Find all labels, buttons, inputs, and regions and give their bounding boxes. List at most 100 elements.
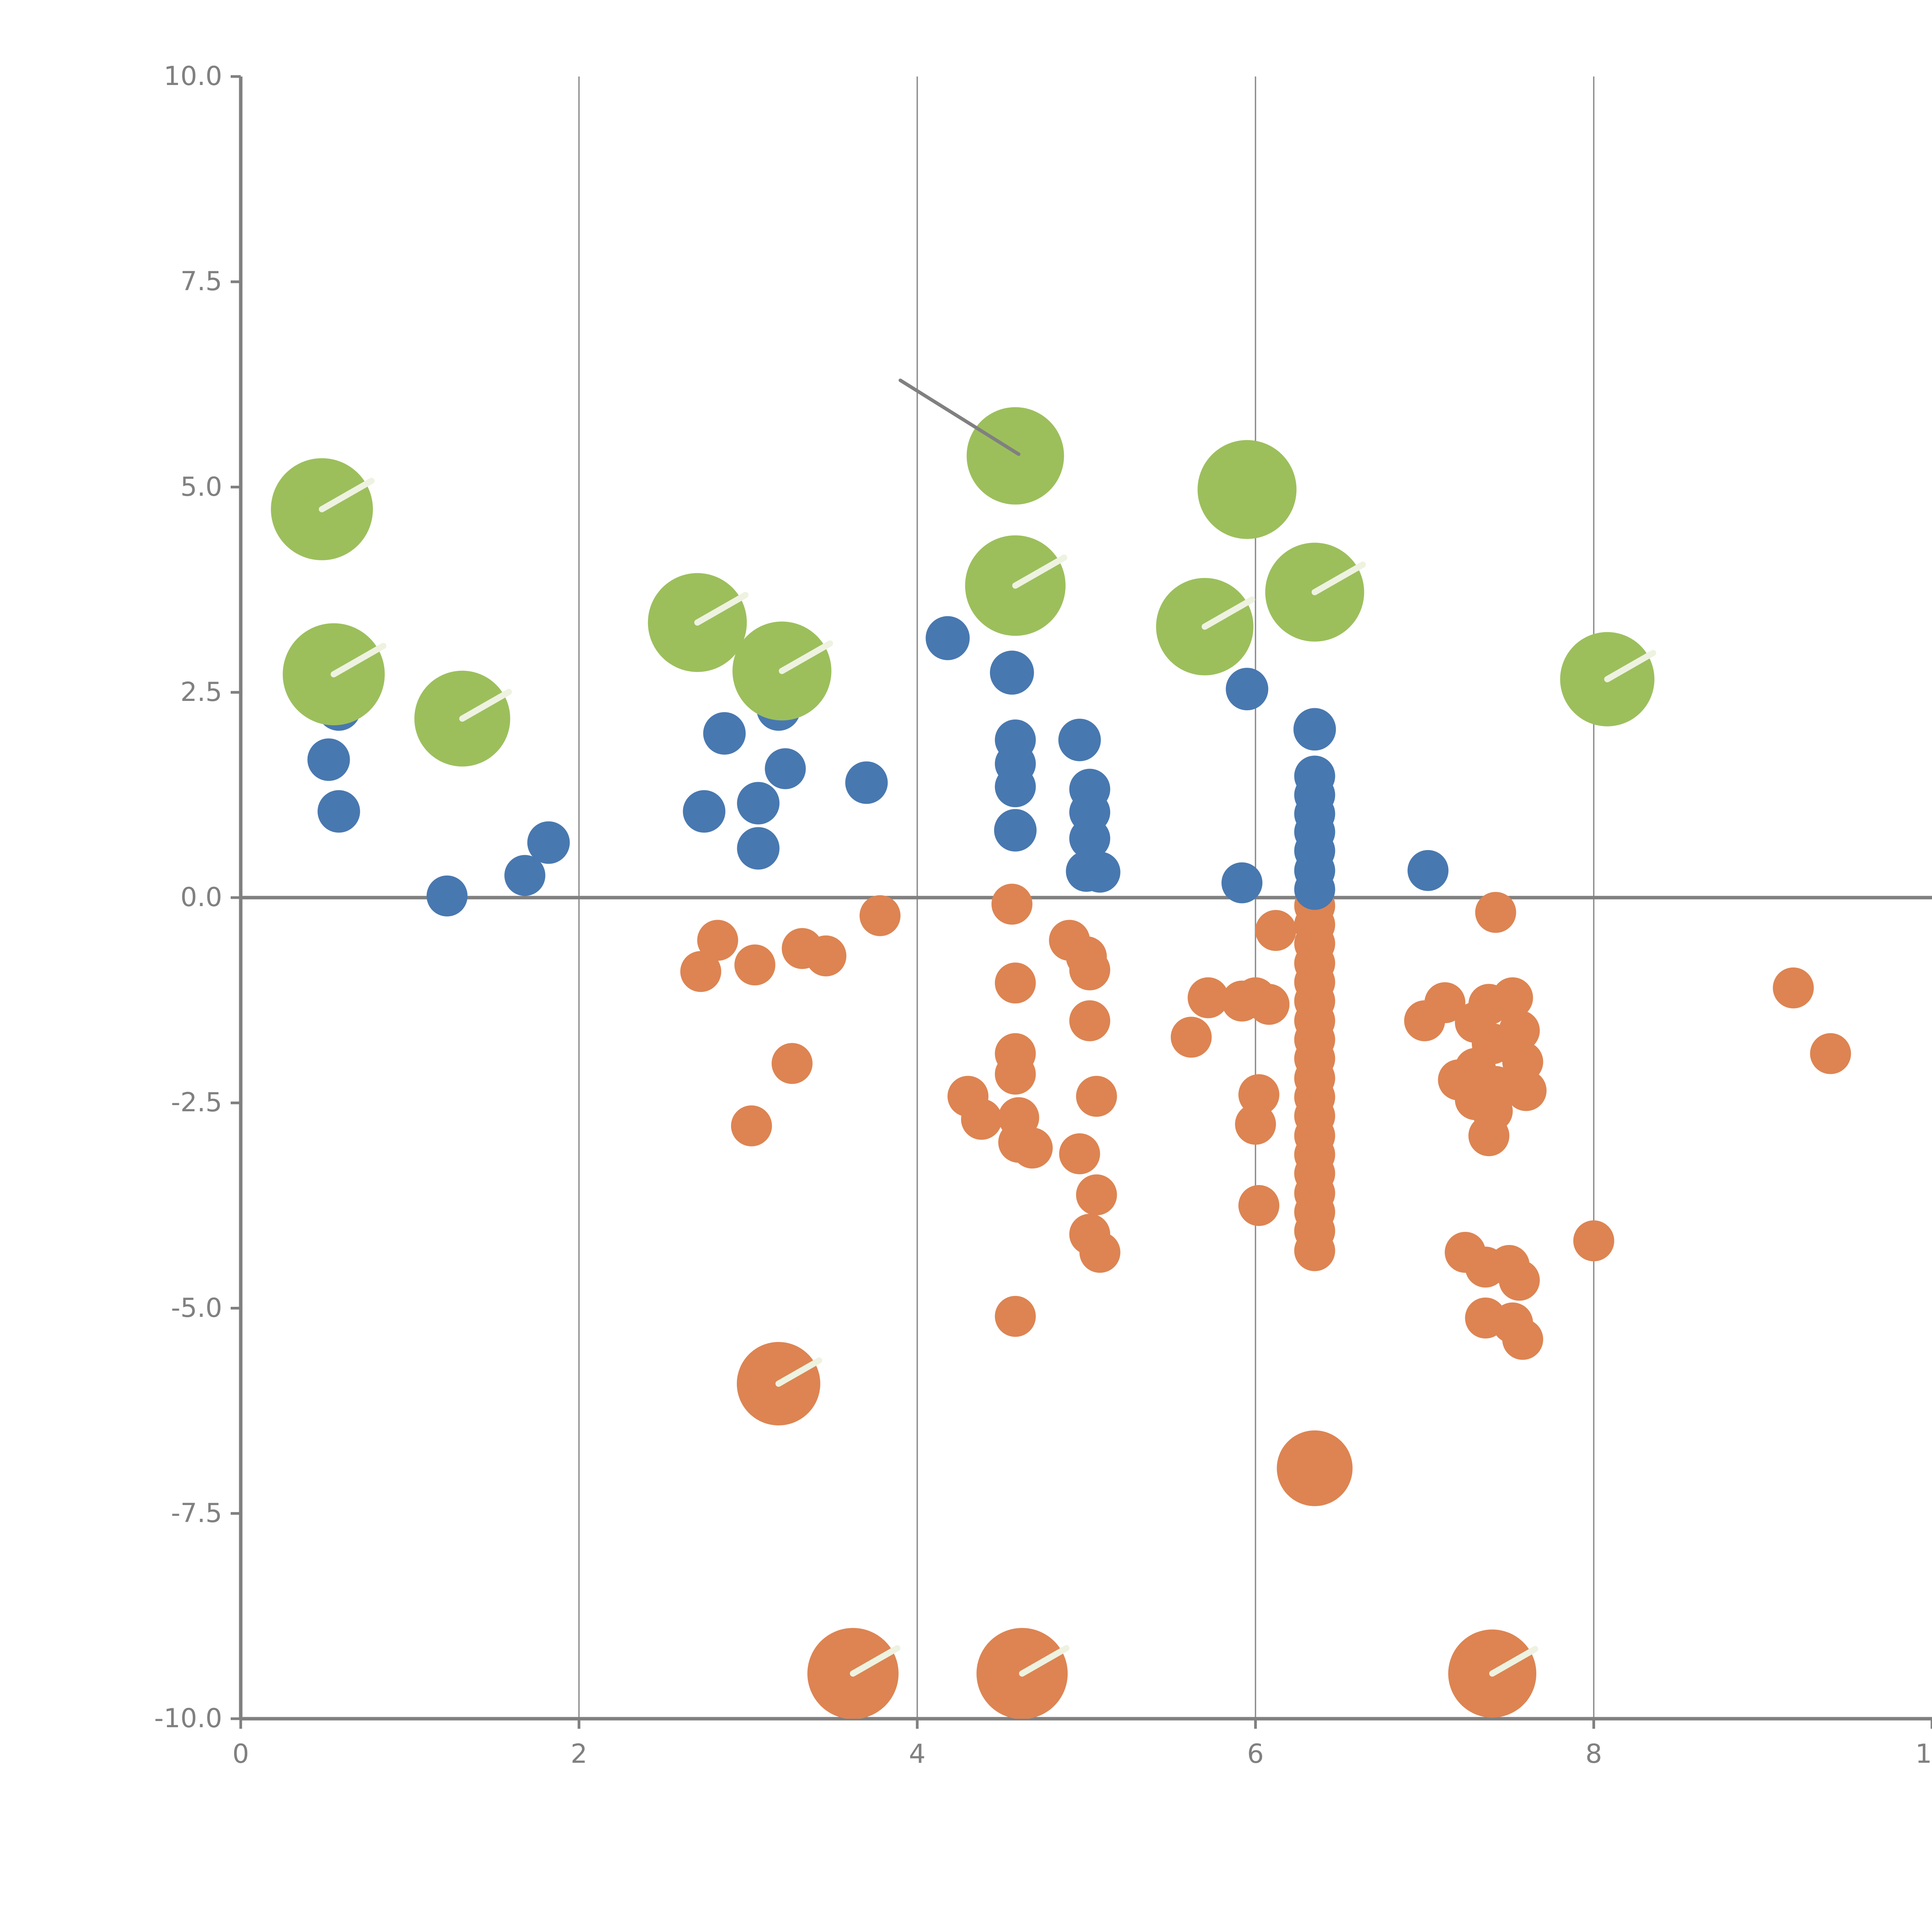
data-point bbox=[805, 935, 847, 976]
data-point bbox=[995, 963, 1036, 1003]
x-tick-label: 8 bbox=[1585, 1739, 1602, 1769]
data-point bbox=[1293, 708, 1336, 751]
data-point bbox=[1475, 892, 1516, 933]
data-point bbox=[1069, 949, 1111, 990]
data-point bbox=[1468, 1115, 1510, 1156]
series-blue bbox=[307, 616, 1449, 917]
data-point bbox=[990, 650, 1034, 695]
data-point bbox=[680, 951, 721, 992]
x-tick-label: 2 bbox=[570, 1739, 588, 1769]
series-green bbox=[271, 407, 1656, 767]
data-point bbox=[683, 790, 726, 833]
data-point bbox=[1058, 719, 1101, 761]
series-orange bbox=[680, 884, 1851, 1719]
data-point bbox=[1226, 668, 1269, 711]
data-point bbox=[1170, 1017, 1212, 1058]
marker-tail-line bbox=[1012, 554, 1068, 589]
y-tick-label: 5.0 bbox=[180, 471, 222, 502]
data-point bbox=[1502, 1319, 1543, 1360]
y-tick-label: 7.5 bbox=[180, 266, 222, 297]
data-point bbox=[1505, 1070, 1547, 1111]
data-point bbox=[1069, 818, 1111, 859]
y-tick-label: 10.0 bbox=[163, 61, 222, 92]
marker-tail-line bbox=[330, 643, 387, 677]
data-point bbox=[1248, 984, 1290, 1025]
data-point bbox=[737, 782, 780, 825]
data-point bbox=[995, 1296, 1036, 1337]
data-point bbox=[1277, 1430, 1353, 1506]
data-point bbox=[966, 407, 1064, 505]
marker-tail-line bbox=[1489, 1646, 1538, 1677]
data-point bbox=[731, 1105, 772, 1146]
marker-tail-line bbox=[459, 689, 512, 722]
data-point bbox=[1573, 1220, 1614, 1262]
data-point bbox=[426, 875, 468, 917]
data-point bbox=[1079, 1232, 1121, 1273]
data-point bbox=[925, 616, 970, 660]
x-tick-label: 4 bbox=[909, 1739, 926, 1769]
data-point bbox=[1424, 982, 1466, 1023]
data-point bbox=[317, 790, 360, 833]
y-tick-label: 0.0 bbox=[180, 882, 222, 913]
annotation-lines bbox=[898, 378, 1020, 456]
data-point bbox=[845, 761, 888, 804]
data-point bbox=[1294, 1230, 1335, 1271]
marker-tail-line bbox=[1311, 561, 1366, 595]
data-point bbox=[765, 748, 806, 789]
data-point bbox=[1407, 850, 1449, 891]
data-point bbox=[703, 712, 746, 755]
x-tick-label: 6 bbox=[1247, 1739, 1264, 1769]
data-point bbox=[307, 738, 350, 781]
data-point bbox=[1069, 1000, 1111, 1041]
data-point bbox=[1079, 852, 1121, 893]
data-point bbox=[1059, 1133, 1100, 1174]
data-point bbox=[1810, 1033, 1851, 1074]
data-markers bbox=[271, 407, 1851, 1719]
x-tick-label: 10 bbox=[1915, 1739, 1932, 1769]
data-point bbox=[504, 855, 546, 896]
marker-tail-line bbox=[850, 1645, 901, 1677]
marker-tail-line bbox=[779, 640, 833, 674]
data-point bbox=[1076, 1076, 1117, 1117]
data-point bbox=[1773, 967, 1814, 1009]
marker-tail-line bbox=[775, 1357, 822, 1387]
data-point bbox=[1076, 1174, 1117, 1216]
data-point bbox=[527, 821, 570, 864]
data-point bbox=[1012, 1128, 1053, 1169]
data-point bbox=[1294, 869, 1335, 910]
data-point bbox=[991, 884, 1032, 925]
marker-tail-line bbox=[1019, 1645, 1070, 1677]
marker-tail-line bbox=[694, 592, 749, 626]
data-point bbox=[1255, 910, 1296, 951]
marker-tail-line bbox=[1604, 650, 1656, 682]
y-tick-label: -2.5 bbox=[171, 1087, 222, 1118]
data-point bbox=[1197, 440, 1297, 539]
data-point bbox=[995, 766, 1036, 808]
data-point bbox=[1499, 1260, 1540, 1301]
axis-ticks bbox=[231, 75, 1932, 1729]
data-point bbox=[734, 944, 776, 986]
leader-line bbox=[898, 378, 1020, 456]
y-tick-label: -7.5 bbox=[171, 1498, 222, 1529]
marker-tail-line bbox=[319, 478, 375, 512]
data-point bbox=[994, 809, 1037, 852]
data-point bbox=[737, 827, 780, 870]
data-point bbox=[1492, 977, 1533, 1019]
y-tick-label: -5.0 bbox=[171, 1293, 222, 1323]
data-point bbox=[1238, 1185, 1279, 1226]
data-point bbox=[1499, 1010, 1540, 1051]
x-tick-label: 0 bbox=[232, 1739, 249, 1769]
data-point bbox=[995, 1053, 1036, 1095]
marker-tail-line bbox=[1201, 596, 1255, 630]
data-point bbox=[1221, 862, 1263, 903]
data-point bbox=[1238, 1074, 1279, 1115]
y-tick-label: 2.5 bbox=[180, 677, 222, 707]
data-point bbox=[1235, 1104, 1276, 1145]
data-point bbox=[697, 920, 738, 961]
data-point bbox=[961, 1099, 1002, 1140]
data-point bbox=[771, 1043, 813, 1084]
data-point bbox=[859, 895, 901, 936]
y-tick-label: -10.0 bbox=[154, 1703, 222, 1734]
